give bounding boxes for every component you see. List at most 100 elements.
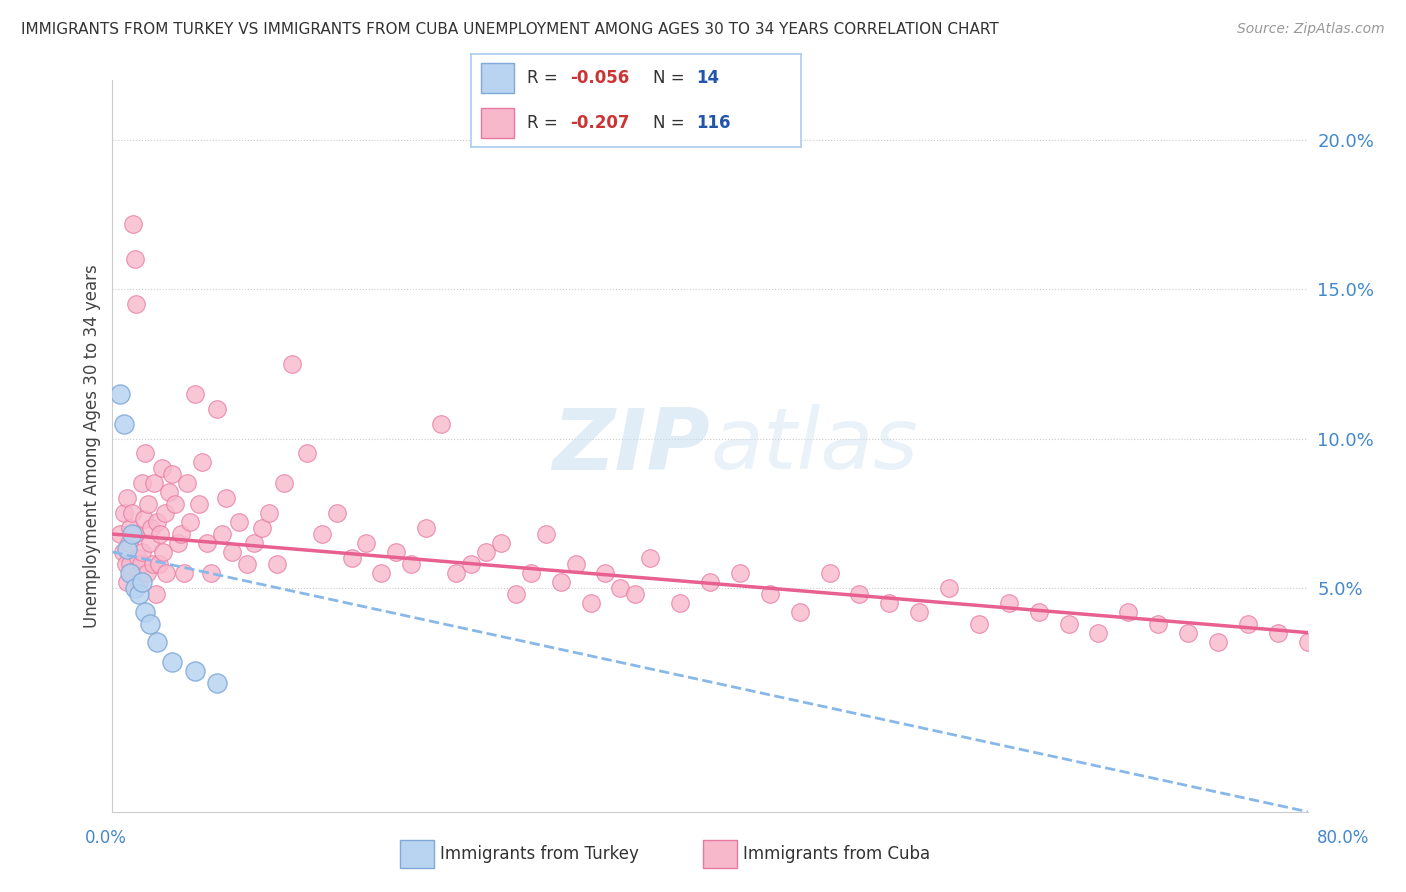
Text: N =: N = [652, 69, 689, 87]
Point [121, 566, 143, 580]
Point [415, 521, 437, 535]
Bar [399, 840, 434, 868]
Point [848, 587, 870, 601]
Point [131, 574, 153, 589]
Bar [481, 63, 515, 93]
Text: -0.056: -0.056 [571, 69, 630, 87]
Text: 0.0%: 0.0% [84, 829, 127, 847]
Point [356, 536, 378, 550]
Point [141, 521, 163, 535]
Point [259, 506, 281, 520]
Text: 116: 116 [696, 114, 730, 132]
Point [311, 527, 333, 541]
Point [122, 217, 145, 231]
Point [281, 357, 304, 371]
Point [505, 587, 527, 601]
Point [149, 527, 172, 541]
Point [142, 557, 165, 571]
Point [162, 656, 183, 670]
Point [1028, 605, 1050, 619]
Point [340, 551, 363, 566]
Point [1147, 616, 1170, 631]
Point [250, 521, 273, 535]
Point [211, 527, 233, 541]
Point [385, 545, 408, 559]
Point [215, 491, 238, 506]
Point [221, 545, 243, 559]
Point [579, 596, 602, 610]
Point [139, 616, 162, 631]
Text: -0.207: -0.207 [571, 114, 630, 132]
Point [139, 536, 162, 550]
Point [173, 566, 195, 580]
Point [1237, 616, 1260, 631]
Point [266, 557, 288, 571]
Point [789, 605, 811, 619]
Point [121, 527, 143, 541]
Text: Source: ZipAtlas.com: Source: ZipAtlas.com [1237, 22, 1385, 37]
Point [183, 665, 205, 679]
Point [205, 401, 228, 416]
Point [908, 605, 931, 619]
Text: ZIP: ZIP [553, 404, 710, 488]
Point [124, 581, 146, 595]
Point [818, 566, 841, 580]
Text: IMMIGRANTS FROM TURKEY VS IMMIGRANTS FROM CUBA UNEMPLOYMENT AMONG AGES 30 TO 34 : IMMIGRANTS FROM TURKEY VS IMMIGRANTS FRO… [21, 22, 998, 37]
Point [117, 541, 139, 556]
Point [134, 605, 156, 619]
Point [148, 557, 170, 571]
Point [460, 557, 482, 571]
Point [183, 386, 205, 401]
Point [1296, 634, 1319, 648]
Point [325, 506, 347, 520]
Point [998, 596, 1021, 610]
Point [153, 506, 176, 520]
Text: 14: 14 [696, 69, 718, 87]
Point [699, 574, 721, 589]
Point [669, 596, 692, 610]
Point [165, 497, 187, 511]
Point [176, 476, 198, 491]
Point [195, 536, 218, 550]
Point [370, 566, 392, 580]
Point [128, 587, 150, 601]
Point [550, 574, 572, 589]
Point [143, 476, 166, 491]
Point [759, 587, 782, 601]
Point [146, 634, 169, 648]
Point [179, 515, 201, 529]
Bar [481, 108, 515, 138]
Text: R =: R = [527, 69, 564, 87]
Text: N =: N = [652, 114, 689, 132]
Point [157, 485, 180, 500]
Point [1177, 625, 1199, 640]
Point [1386, 656, 1406, 670]
Point [200, 566, 222, 580]
Point [489, 536, 512, 550]
Point [1267, 625, 1289, 640]
Point [131, 545, 153, 559]
Point [640, 551, 662, 566]
Point [564, 557, 586, 571]
Text: R =: R = [527, 114, 564, 132]
Point [475, 545, 498, 559]
Point [114, 417, 135, 431]
Point [295, 446, 318, 460]
Point [170, 527, 193, 541]
Point [124, 252, 146, 267]
Point [191, 455, 214, 469]
Point [167, 536, 190, 550]
Point [879, 596, 901, 610]
Point [967, 616, 990, 631]
Point [534, 527, 557, 541]
Point [236, 557, 259, 571]
Point [121, 506, 143, 520]
Point [152, 545, 174, 559]
Point [134, 446, 156, 460]
Point [127, 551, 149, 566]
Point [1118, 605, 1140, 619]
Point [132, 512, 155, 526]
Point [120, 521, 142, 535]
Point [111, 545, 134, 559]
Point [444, 566, 467, 580]
